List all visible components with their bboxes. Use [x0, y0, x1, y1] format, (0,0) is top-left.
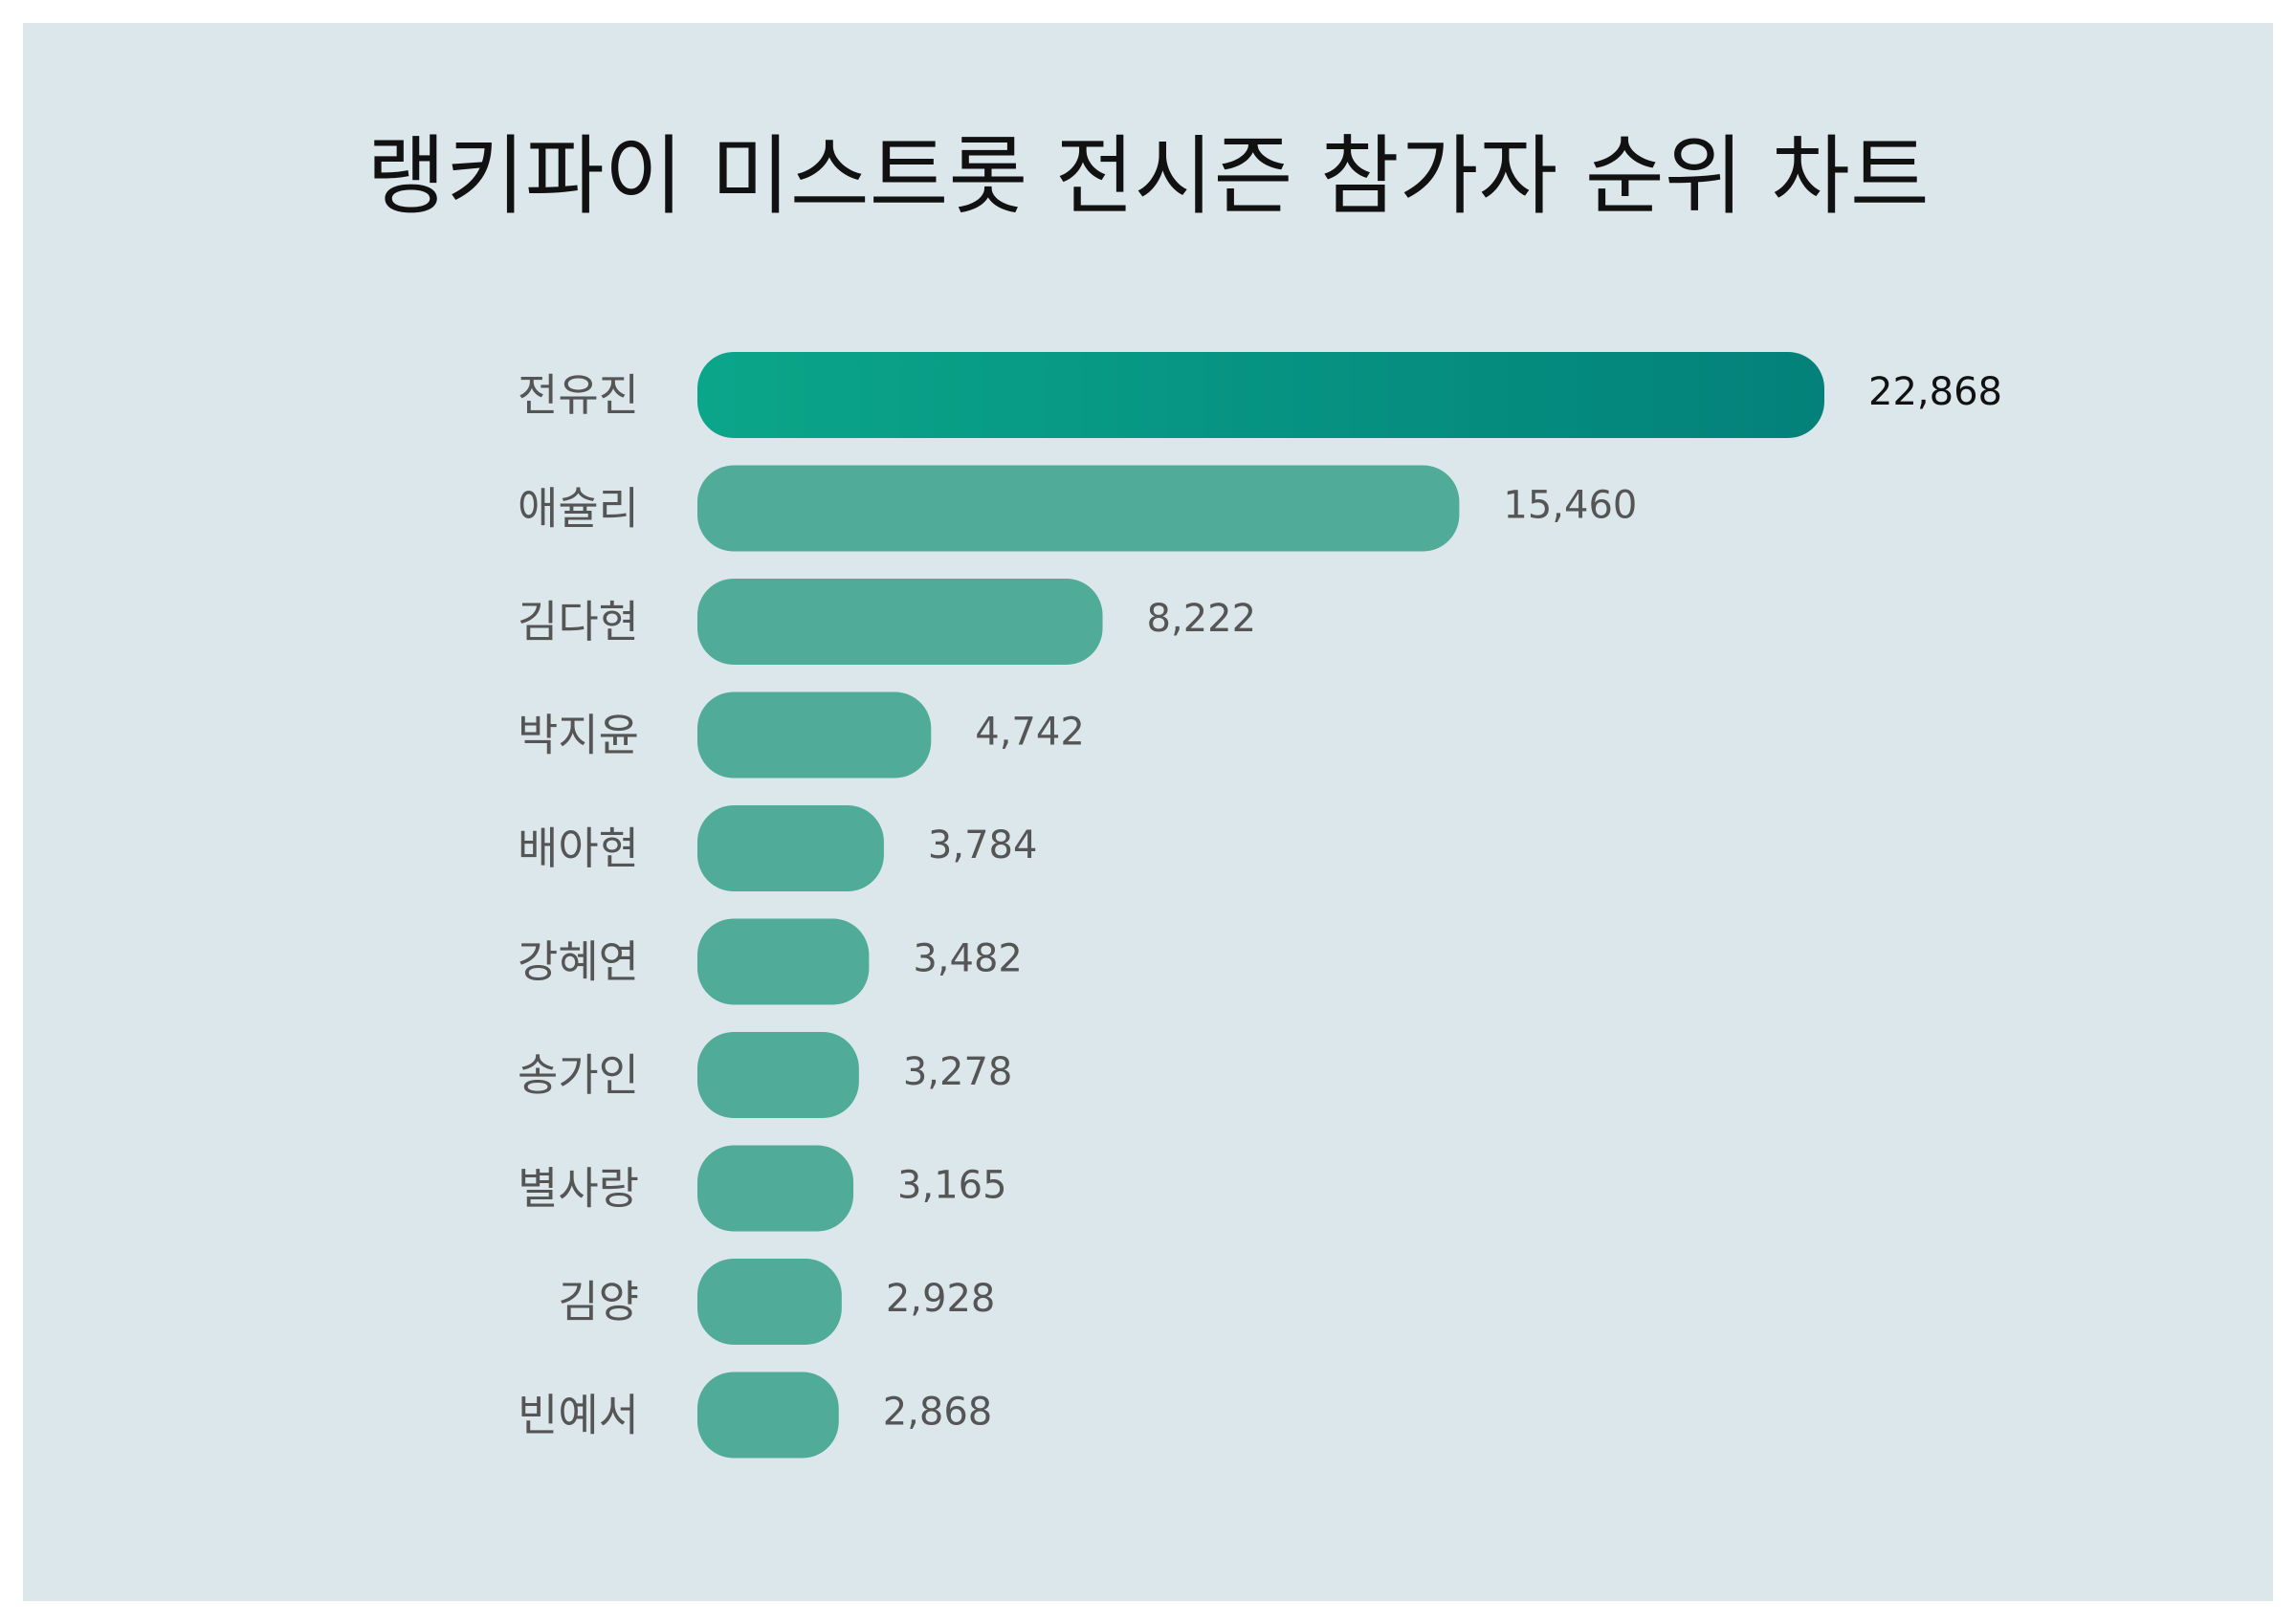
category-label: 송가인: [518, 1049, 639, 1101]
bars-layer: 전유진 22,868 애슐리 15,460 김다현 8,222 박지윤 4,742 배아현 3,7…: [518, 352, 2002, 1459]
chart-background: [23, 23, 2273, 1601]
value-label: 3,482: [913, 937, 1023, 981]
bar-4: [697, 691, 932, 779]
category-label: 김양: [558, 1276, 639, 1328]
category-label: 전유진: [518, 369, 639, 421]
category-label: 애슐리: [518, 483, 639, 535]
value-label: 2,928: [886, 1277, 996, 1321]
value-label: 4,742: [975, 711, 1085, 755]
value-label: 3,784: [928, 823, 1038, 867]
bar-9: [697, 1259, 842, 1345]
bar-6: [697, 918, 870, 1005]
category-label: 강혜연: [518, 936, 639, 988]
value-label: 3,278: [903, 1050, 1013, 1094]
value-label: 2,868: [883, 1391, 993, 1435]
value-label: 15,460: [1503, 484, 1637, 528]
value-label: 22,868: [1868, 370, 2002, 414]
bar-2: [697, 465, 1460, 552]
category-label: 김다현: [518, 596, 639, 647]
bar-1: [697, 352, 1824, 438]
category-label: 박지윤: [518, 710, 639, 761]
category-label: 배아현: [518, 823, 639, 874]
bar-7: [697, 1032, 859, 1118]
chart-title: 랭키파이 미스트롯 전시즌 참가자 순위 차트: [366, 126, 1930, 227]
category-label: 빈예서: [518, 1390, 639, 1441]
value-label: 3,165: [897, 1164, 1007, 1208]
bar-3: [697, 579, 1103, 665]
category-label: 별사랑: [518, 1163, 639, 1215]
bar-8: [697, 1145, 854, 1232]
bar-5: [697, 805, 884, 891]
bar-10: [697, 1372, 839, 1459]
value-label: 8,222: [1147, 597, 1257, 641]
